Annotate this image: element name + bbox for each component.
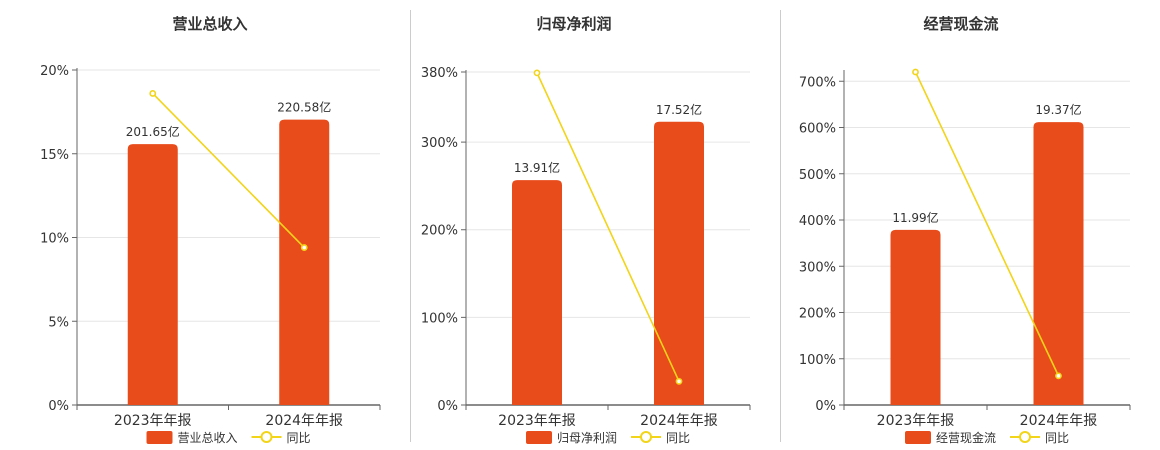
y-tick-label: 300% — [799, 260, 836, 275]
bar — [1033, 122, 1084, 405]
y-tick-label: 5% — [48, 315, 69, 330]
y-tick-label: 100% — [799, 353, 836, 368]
yoy-line — [914, 71, 1060, 377]
y-tick-label: 15% — [40, 148, 69, 163]
y-tick-label: 20% — [40, 64, 69, 79]
yoy-point — [675, 377, 683, 385]
bar-data-label: 17.52亿 — [656, 102, 702, 117]
bar — [654, 121, 704, 405]
bar-data-label: 19.37亿 — [1035, 102, 1081, 117]
legend-line-marker — [640, 431, 652, 443]
x-category-label: 2023年年报 — [498, 413, 576, 429]
legend-line-marker — [260, 431, 273, 443]
legend-line-label: 同比 — [666, 431, 690, 445]
bar-data-label: 11.99亿 — [892, 210, 938, 225]
bar — [127, 144, 178, 406]
x-category-label: 2024年年报 — [640, 413, 718, 429]
yoy-point — [533, 69, 541, 77]
x-category-label: 2024年年报 — [1020, 413, 1098, 429]
legend-bar-label: 经营现金流 — [936, 430, 996, 445]
legend-bar-label: 归母净利润 — [557, 431, 617, 445]
y-tick-label: 300% — [421, 136, 458, 151]
bar-data-label: 201.65亿 — [126, 124, 180, 139]
bar-data-label: 13.91亿 — [514, 160, 560, 175]
x-category-label: 2023年年报 — [114, 413, 192, 429]
divider — [410, 10, 411, 442]
y-tick-label: 0% — [437, 399, 458, 414]
chart-title: 归母净利润 — [536, 15, 611, 33]
legend-bar-label: 营业总收入 — [178, 431, 238, 445]
bar — [890, 229, 941, 405]
y-tick-label: 700% — [799, 75, 836, 90]
y-tick-label: 0% — [815, 399, 836, 414]
bar — [512, 180, 562, 405]
yoy-point — [912, 68, 919, 76]
net-profit-chart: 归母净利润 0% 100% 200% 300% 380% 13.91亿 17.52亿 2023年… — [421, 15, 751, 445]
bar-data-label: 220.58亿 — [277, 100, 331, 115]
legend-line-label: 同比 — [1045, 431, 1069, 445]
x-category-label: 2023年年报 — [877, 413, 955, 429]
x-category-label: 2024年年报 — [265, 413, 343, 429]
yoy-point — [149, 90, 157, 97]
legend-line-marker — [1019, 431, 1031, 443]
legend-bar-swatch — [905, 431, 931, 444]
y-tick-label: 400% — [799, 214, 836, 229]
y-tick-label: 600% — [799, 122, 836, 137]
y-tick-label: 200% — [799, 307, 836, 322]
chart-title: 营业总收入 — [172, 15, 247, 33]
yoy-line — [152, 92, 305, 249]
yoy-point — [300, 244, 308, 251]
revenue-chart: 营业总收入 0% 5% 10% 15% 20% 201.65亿 220.58亿 2023年年报 2… — [40, 15, 381, 445]
legend-bar-swatch — [146, 431, 173, 444]
yoy-line — [536, 72, 680, 382]
legend-bar-swatch — [526, 431, 552, 444]
bar — [279, 119, 330, 406]
y-tick-label: 100% — [421, 311, 458, 326]
cash-flow-chart: 经营现金流 0% 100% 200% 300% 400% 500% 600% 700% 11.99… — [799, 15, 1131, 445]
yoy-point — [1055, 372, 1062, 380]
y-tick-label: 200% — [421, 224, 458, 239]
divider — [780, 10, 781, 442]
chart-title: 经营现金流 — [923, 15, 998, 33]
y-tick-label: 0% — [48, 399, 69, 414]
y-tick-label: 500% — [799, 168, 836, 183]
y-tick-label: 10% — [40, 232, 69, 247]
y-tick-label: 380% — [421, 66, 458, 81]
legend-line-label: 同比 — [287, 431, 311, 445]
